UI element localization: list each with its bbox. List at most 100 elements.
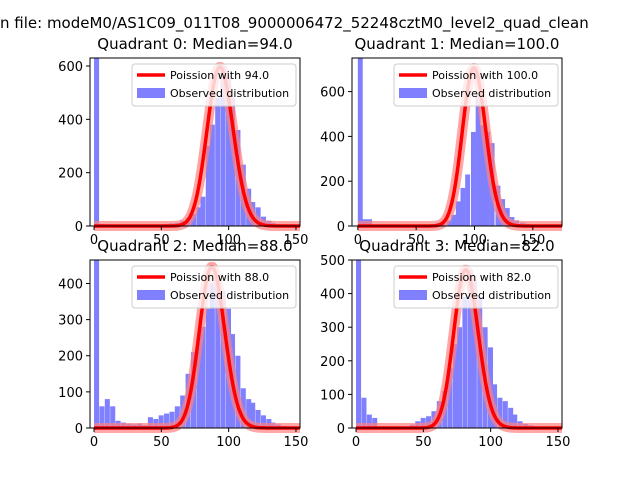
histogram-bar bbox=[174, 406, 180, 428]
axes-frame bbox=[89, 57, 301, 227]
subplot-title: Quadrant 1: Median=100.0 bbox=[355, 35, 560, 53]
y-tick-label: 100 bbox=[320, 388, 345, 403]
legend-label-observed: Observed distribution bbox=[170, 87, 289, 100]
legend-patch-swatch bbox=[399, 290, 427, 300]
legend: Poission with 82.0 Observed distribution bbox=[393, 265, 559, 309]
y-tick-label: 300 bbox=[58, 314, 83, 329]
x-tick-label: 50 bbox=[408, 233, 425, 248]
histogram-bar bbox=[169, 411, 175, 428]
histogram-bar bbox=[372, 417, 378, 428]
histogram-bar bbox=[110, 406, 116, 428]
x-tick-label: 150 bbox=[284, 233, 309, 248]
y-tick-label: 200 bbox=[58, 167, 83, 182]
histogram-bar bbox=[200, 196, 206, 226]
x-tick-label: 100 bbox=[216, 233, 241, 248]
histogram-bar bbox=[164, 413, 170, 428]
subplot-title: Quadrant 2: Median=88.0 bbox=[97, 237, 292, 255]
x-tick-label: 150 bbox=[546, 435, 571, 450]
histogram-bar bbox=[475, 91, 481, 226]
histogram-bar bbox=[94, 260, 100, 428]
histogram-bar bbox=[104, 399, 110, 428]
y-tick-label: 300 bbox=[320, 321, 345, 336]
histogram-bar bbox=[250, 402, 256, 428]
histogram-bar bbox=[205, 308, 211, 428]
histogram-bar bbox=[462, 296, 468, 428]
histogram-bar bbox=[480, 125, 486, 226]
histogram-bar bbox=[455, 201, 461, 226]
x-tick-label: 100 bbox=[478, 435, 503, 450]
y-tick-label: 200 bbox=[320, 355, 345, 370]
legend-label-fit: Poission with 82.0 bbox=[432, 271, 531, 284]
quadrant-2-subplot: 0 50 100 150 0 100 200 300 400 Quadrant 2: Median… bbox=[58, 237, 308, 450]
x-tick-label: 0 bbox=[354, 233, 362, 248]
histogram-bar bbox=[200, 326, 206, 428]
histogram-bar bbox=[209, 283, 215, 428]
histogram-bar bbox=[465, 174, 471, 226]
histogram-bar bbox=[485, 131, 490, 226]
x-tick-label: 0 bbox=[352, 435, 360, 450]
histogram-bar bbox=[205, 146, 211, 226]
x-tick-label: 150 bbox=[284, 435, 309, 450]
histogram-bar bbox=[215, 279, 221, 428]
legend-label-fit: Poission with 94.0 bbox=[170, 69, 269, 82]
x-tick-label: 100 bbox=[462, 233, 487, 248]
histogram-bar bbox=[215, 98, 221, 226]
histogram-bar bbox=[147, 417, 153, 428]
histogram-bar bbox=[460, 187, 466, 226]
y-tick-label: 0 bbox=[337, 422, 345, 437]
legend-box bbox=[131, 265, 297, 309]
legend-label-fit: Poission with 88.0 bbox=[170, 271, 269, 284]
histogram-bar bbox=[471, 131, 476, 226]
histogram-bar bbox=[99, 406, 105, 428]
histogram-bar bbox=[457, 327, 463, 428]
subplot-title: Quadrant 3: Median=82.0 bbox=[359, 237, 554, 255]
x-tick-label: 100 bbox=[216, 435, 241, 450]
x-tick-label: 50 bbox=[153, 435, 170, 450]
histogram-bar bbox=[158, 415, 164, 428]
legend-label-observed: Observed distribution bbox=[170, 289, 289, 302]
legend-label-fit: Poission with 100.0 bbox=[432, 69, 538, 82]
histogram-bar bbox=[357, 58, 363, 226]
histogram-bar bbox=[512, 414, 518, 428]
quadrant-1-subplot: 0 50 100 150 0 200 400 600 Quadrant 1: Median=10… bbox=[320, 35, 566, 248]
legend: Poission with 88.0 Observed distribution bbox=[131, 265, 297, 309]
subplot-grid: 0 50 100 150 0 200 400 600 Quadrant 0: Median=94… bbox=[58, 35, 570, 450]
histogram-bar bbox=[255, 409, 261, 428]
histogram-bar bbox=[447, 367, 453, 428]
x-tick-label: 0 bbox=[90, 435, 98, 450]
histogram-bar bbox=[361, 397, 367, 428]
y-tick-label: 0 bbox=[75, 422, 83, 437]
subplot-title: Quadrant 0: Median=94.0 bbox=[97, 35, 292, 53]
histogram-bar bbox=[220, 66, 226, 226]
histogram-bar bbox=[366, 414, 372, 428]
x-tick-label: 50 bbox=[153, 233, 170, 248]
y-tick-label: 500 bbox=[320, 254, 345, 269]
y-tick-label: 400 bbox=[58, 277, 83, 292]
histogram-bar bbox=[356, 260, 362, 428]
y-tick-label: 400 bbox=[58, 113, 83, 128]
y-tick-label: 0 bbox=[75, 220, 83, 235]
y-tick-label: 100 bbox=[58, 386, 83, 401]
legend-patch-swatch bbox=[399, 88, 427, 98]
histogram-bar bbox=[220, 290, 226, 428]
histogram-bar bbox=[471, 280, 477, 428]
legend: Poission with 100.0 Observed distribution bbox=[393, 63, 559, 107]
histogram-bar bbox=[196, 207, 202, 226]
legend-box bbox=[393, 63, 559, 107]
y-tick-label: 200 bbox=[58, 350, 83, 365]
histogram-bar bbox=[452, 344, 459, 428]
legend: Poission with 94.0 Observed distribution bbox=[131, 63, 297, 107]
histogram-bar bbox=[209, 124, 215, 226]
histogram-bar bbox=[502, 401, 508, 428]
histogram-bar bbox=[94, 58, 100, 226]
legend-patch-swatch bbox=[137, 290, 165, 300]
histogram-bar bbox=[451, 214, 457, 226]
histogram-bar bbox=[225, 76, 232, 226]
x-tick-label: 50 bbox=[415, 435, 432, 450]
y-tick-label: 400 bbox=[320, 288, 345, 303]
figure-suptitle: n file: modeM0/AS1C09_011T08_9000006472_… bbox=[0, 14, 589, 33]
x-tick-label: 0 bbox=[90, 233, 98, 248]
y-tick-label: 400 bbox=[320, 130, 345, 145]
y-tick-label: 600 bbox=[320, 86, 345, 101]
